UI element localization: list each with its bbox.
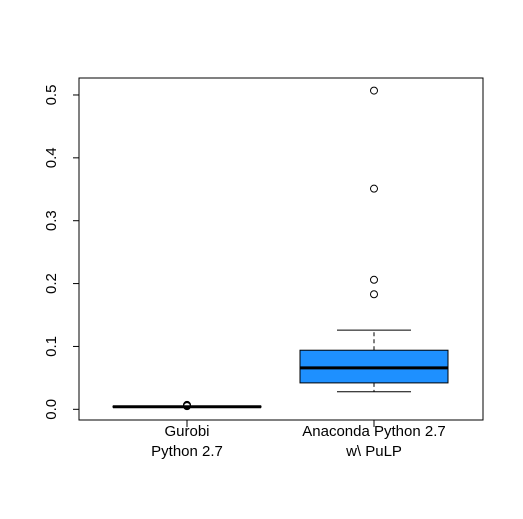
box-group [112,400,262,411]
outlier-point [370,184,378,193]
x-tick-label-line1: Anaconda Python 2.7 [302,423,445,440]
x-tick-label-line2: w\ PuLP [345,443,402,460]
outlier-point [370,275,378,284]
outlier-point [370,86,378,95]
y-tick-label: 0.5 [43,85,60,106]
y-tick-label: 0.3 [43,210,60,231]
y-tick-label: 0.2 [43,273,60,294]
y-tick-label: 0.1 [43,336,60,357]
x-tick-label-line2: Python 2.7 [151,443,223,460]
y-tick-label: 0.0 [43,399,60,420]
x-axis: Gurobi Python 2.7 Anaconda Python 2.7 w\ Pu… [151,419,446,460]
outlier-point [183,400,191,409]
x-tick-label-line1: Gurobi [164,423,209,440]
outlier-point [370,290,378,299]
box-group [299,86,449,393]
y-axis: 0.0 0.1 0.2 0.3 0.4 0.5 [43,85,80,420]
boxes [112,86,449,411]
y-tick-label: 0.4 [43,147,60,168]
